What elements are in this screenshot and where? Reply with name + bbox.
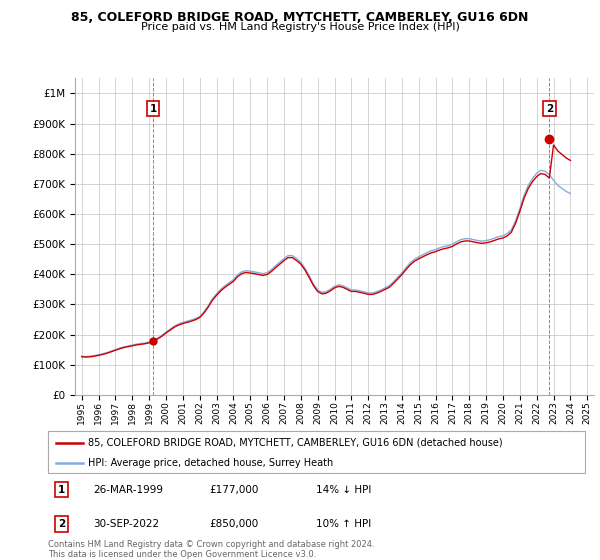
Text: 2: 2 <box>58 519 65 529</box>
Text: HPI: Average price, detached house, Surrey Heath: HPI: Average price, detached house, Surr… <box>88 458 334 468</box>
Text: 14% ↓ HPI: 14% ↓ HPI <box>317 484 372 494</box>
Text: Contains HM Land Registry data © Crown copyright and database right 2024.
This d: Contains HM Land Registry data © Crown c… <box>48 540 374 559</box>
Text: Price paid vs. HM Land Registry's House Price Index (HPI): Price paid vs. HM Land Registry's House … <box>140 22 460 32</box>
Text: 10% ↑ HPI: 10% ↑ HPI <box>317 519 372 529</box>
Text: 30-SEP-2022: 30-SEP-2022 <box>94 519 160 529</box>
Text: £177,000: £177,000 <box>209 484 259 494</box>
Text: 26-MAR-1999: 26-MAR-1999 <box>94 484 164 494</box>
Text: 85, COLEFORD BRIDGE ROAD, MYTCHETT, CAMBERLEY, GU16 6DN (detached house): 85, COLEFORD BRIDGE ROAD, MYTCHETT, CAMB… <box>88 438 503 448</box>
Text: 1: 1 <box>58 484 65 494</box>
Text: 85, COLEFORD BRIDGE ROAD, MYTCHETT, CAMBERLEY, GU16 6DN: 85, COLEFORD BRIDGE ROAD, MYTCHETT, CAMB… <box>71 11 529 24</box>
Text: 2: 2 <box>546 104 553 114</box>
Text: 1: 1 <box>149 104 157 114</box>
Text: £850,000: £850,000 <box>209 519 259 529</box>
